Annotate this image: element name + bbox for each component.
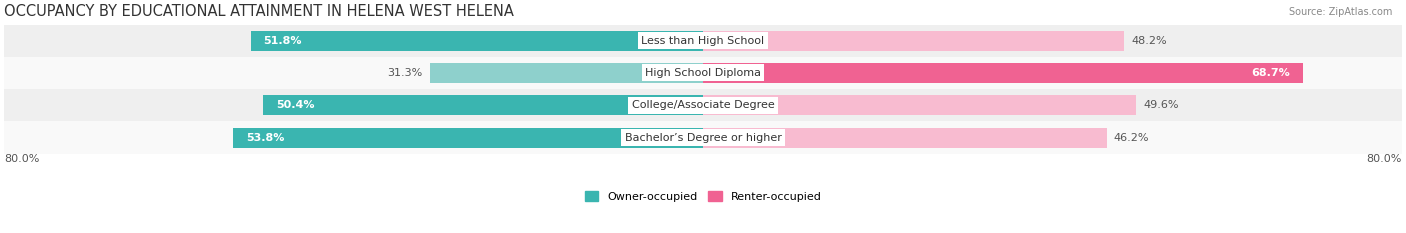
Bar	[250, 31, 703, 51]
Text: 50.4%: 50.4%	[276, 100, 315, 110]
Bar	[703, 127, 1107, 147]
Bar	[4, 24, 1402, 57]
Text: 68.7%: 68.7%	[1251, 68, 1291, 78]
Bar	[703, 31, 1123, 51]
Text: Bachelor’s Degree or higher: Bachelor’s Degree or higher	[624, 133, 782, 143]
Bar	[233, 127, 703, 147]
Text: 46.2%: 46.2%	[1114, 133, 1149, 143]
Text: Source: ZipAtlas.com: Source: ZipAtlas.com	[1288, 7, 1392, 17]
Bar	[4, 89, 1402, 121]
Bar	[430, 63, 703, 83]
Text: 31.3%: 31.3%	[387, 68, 423, 78]
Text: 80.0%: 80.0%	[1367, 154, 1402, 164]
Text: OCCUPANCY BY EDUCATIONAL ATTAINMENT IN HELENA WEST HELENA: OCCUPANCY BY EDUCATIONAL ATTAINMENT IN H…	[4, 4, 515, 19]
Text: Less than High School: Less than High School	[641, 36, 765, 46]
Bar	[4, 57, 1402, 89]
Text: 48.2%: 48.2%	[1130, 36, 1167, 46]
Text: College/Associate Degree: College/Associate Degree	[631, 100, 775, 110]
Text: 80.0%: 80.0%	[4, 154, 39, 164]
Text: 49.6%: 49.6%	[1143, 100, 1178, 110]
Bar	[703, 95, 1136, 115]
Legend: Owner-occupied, Renter-occupied: Owner-occupied, Renter-occupied	[581, 187, 825, 206]
Bar	[703, 63, 1303, 83]
Text: 53.8%: 53.8%	[246, 133, 284, 143]
Bar	[4, 121, 1402, 154]
Bar	[263, 95, 703, 115]
Text: High School Diploma: High School Diploma	[645, 68, 761, 78]
Text: 51.8%: 51.8%	[263, 36, 302, 46]
